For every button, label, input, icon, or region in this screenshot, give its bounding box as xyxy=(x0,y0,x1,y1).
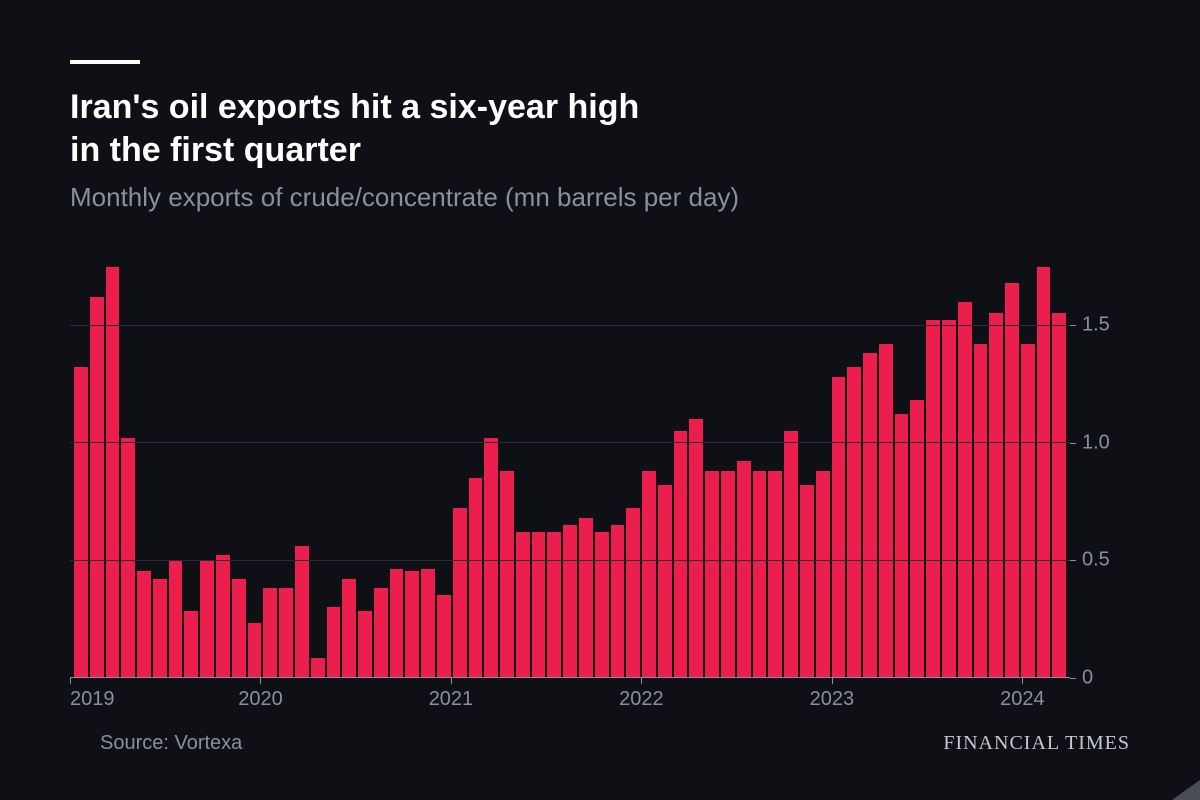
y-tick-label: 0.5 xyxy=(1082,549,1110,572)
y-tick-label: 1.0 xyxy=(1082,431,1110,454)
bar xyxy=(926,320,940,677)
bar xyxy=(958,302,972,677)
bar xyxy=(311,658,325,677)
bar xyxy=(989,313,1003,677)
bar xyxy=(232,579,246,678)
gridline xyxy=(70,442,1070,443)
bar xyxy=(579,518,593,677)
bar xyxy=(405,571,419,677)
title-line-1: Iran's oil exports hit a six-year high xyxy=(70,88,639,126)
bar xyxy=(595,532,609,677)
bar xyxy=(374,588,388,677)
corner-triangle-icon xyxy=(1172,780,1200,800)
bar xyxy=(721,471,735,677)
x-tick-mark xyxy=(641,678,642,684)
x-tick-label: 2023 xyxy=(810,688,855,711)
bar xyxy=(642,471,656,677)
gridline xyxy=(70,560,1070,561)
y-tick-mark xyxy=(1070,560,1076,561)
source-label: Source: Vortexa xyxy=(100,732,242,755)
y-tick-mark xyxy=(1070,325,1076,326)
bar xyxy=(974,344,988,677)
bar xyxy=(658,485,672,677)
bar xyxy=(800,485,814,677)
y-tick-label: 1.5 xyxy=(1082,314,1110,337)
bar xyxy=(674,431,688,677)
bar xyxy=(626,508,640,677)
x-tick-label: 2020 xyxy=(238,688,283,711)
x-tick-mark xyxy=(451,678,452,684)
chart-subtitle: Monthly exports of crude/concentrate (mn… xyxy=(70,181,1130,215)
chart-plot xyxy=(70,255,1070,678)
gridline xyxy=(70,325,1070,326)
bar xyxy=(327,607,341,677)
bar xyxy=(437,595,451,677)
x-tick-label: 2019 xyxy=(70,688,115,711)
bar xyxy=(484,438,498,677)
x-tick-label: 2022 xyxy=(619,688,664,711)
title-line-2: in the first quarter xyxy=(70,131,361,169)
bar xyxy=(342,579,356,678)
y-axis: 00.51.01.5 xyxy=(1070,255,1130,678)
bar xyxy=(737,461,751,677)
bar xyxy=(863,353,877,677)
bar xyxy=(421,569,435,677)
bar xyxy=(879,344,893,677)
brand-label: FINANCIAL TIMES xyxy=(943,732,1130,755)
x-axis: 2019 2020 2021 2022 2023 2024 xyxy=(70,678,1070,718)
x-tick-mark xyxy=(832,678,833,684)
x-tick-mark xyxy=(1022,678,1023,684)
bar xyxy=(1052,313,1066,677)
bar xyxy=(532,532,546,677)
bar xyxy=(74,367,88,677)
bar xyxy=(705,471,719,677)
x-tick-label: 2024 xyxy=(1000,688,1045,711)
bar xyxy=(563,525,577,677)
chart-title: Iran's oil exports hit a six-year high i… xyxy=(70,86,1130,171)
bar xyxy=(153,579,167,678)
bar xyxy=(500,471,514,677)
bar xyxy=(90,297,104,677)
bar xyxy=(106,267,120,677)
bar xyxy=(847,367,861,677)
bar xyxy=(895,414,909,677)
bar xyxy=(184,611,198,677)
y-tick-mark xyxy=(1070,443,1076,444)
bar xyxy=(942,320,956,677)
chart-footer: Source: Vortexa FINANCIAL TIMES xyxy=(70,732,1130,755)
bars-container xyxy=(70,255,1070,677)
bar xyxy=(516,532,530,677)
bar xyxy=(1021,344,1035,677)
bar xyxy=(169,560,183,677)
bar xyxy=(121,438,135,677)
bar xyxy=(832,377,846,677)
bar xyxy=(611,525,625,677)
x-tick-mark xyxy=(70,678,71,684)
bar xyxy=(784,431,798,677)
bar xyxy=(390,569,404,677)
bar xyxy=(248,623,262,677)
bar xyxy=(279,588,293,677)
bar xyxy=(689,419,703,677)
bar xyxy=(768,471,782,677)
bar xyxy=(1005,283,1019,677)
y-tick-label: 0 xyxy=(1082,667,1093,690)
bar xyxy=(200,560,214,677)
bar xyxy=(547,532,561,677)
bar xyxy=(137,571,151,677)
bar xyxy=(453,508,467,677)
bar xyxy=(358,611,372,677)
chart-area: 00.51.01.5 xyxy=(70,255,1130,678)
bar xyxy=(1037,267,1051,677)
bar xyxy=(216,555,230,677)
bar xyxy=(753,471,767,677)
bar xyxy=(469,478,483,677)
bar xyxy=(263,588,277,677)
bar xyxy=(295,546,309,677)
x-tick-mark xyxy=(260,678,261,684)
bar xyxy=(816,471,830,677)
y-tick-mark xyxy=(1070,678,1076,679)
x-tick-label: 2021 xyxy=(429,688,474,711)
accent-bar xyxy=(70,60,140,64)
